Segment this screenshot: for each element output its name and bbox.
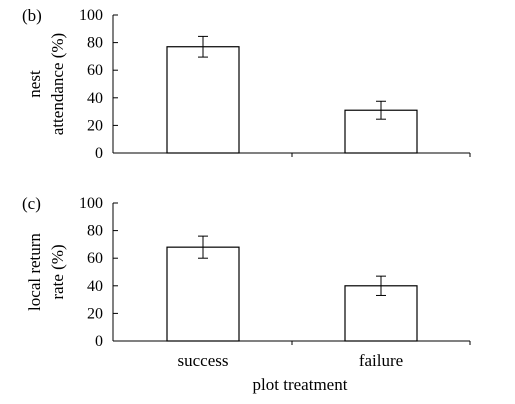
- y-tick-label: 20: [87, 117, 103, 134]
- y-axis-title-line: attendance (%): [48, 33, 67, 135]
- y-tick-label: 60: [87, 62, 103, 79]
- y-tick-label: 20: [87, 305, 103, 322]
- panel-label: (b): [22, 6, 42, 25]
- y-tick-label: 40: [87, 278, 103, 295]
- bar-failure: [344, 109, 418, 154]
- x-tick-label: failure: [359, 351, 403, 370]
- y-axis-title-line: nest: [25, 70, 44, 98]
- bar-success: [166, 246, 240, 342]
- y-tick-label: 0: [95, 145, 103, 162]
- y-tick-label: 100: [79, 7, 103, 24]
- y-tick-label: 100: [79, 195, 103, 212]
- bar-success: [166, 46, 240, 154]
- y-tick-label: 0: [95, 333, 103, 350]
- panel-nest-attendance: (b) nest attendance (%) 100 80 60 40 20 0: [22, 6, 471, 162]
- y-axis-title-line: rate (%): [48, 244, 67, 299]
- x-tick-label: success: [178, 351, 229, 370]
- y-tick-label: 80: [87, 35, 103, 52]
- x-axis-title: plot treatment: [253, 375, 348, 394]
- y-tick-label: 60: [87, 250, 103, 267]
- panel-local-return-rate: (c) local return rate (%) 100 80 60 40 20 0 succe…: [22, 194, 471, 370]
- y-tick-label: 40: [87, 90, 103, 107]
- panel-label: (c): [22, 194, 41, 213]
- y-axis-title-line: local return: [25, 233, 44, 311]
- y-tick-label: 80: [87, 223, 103, 240]
